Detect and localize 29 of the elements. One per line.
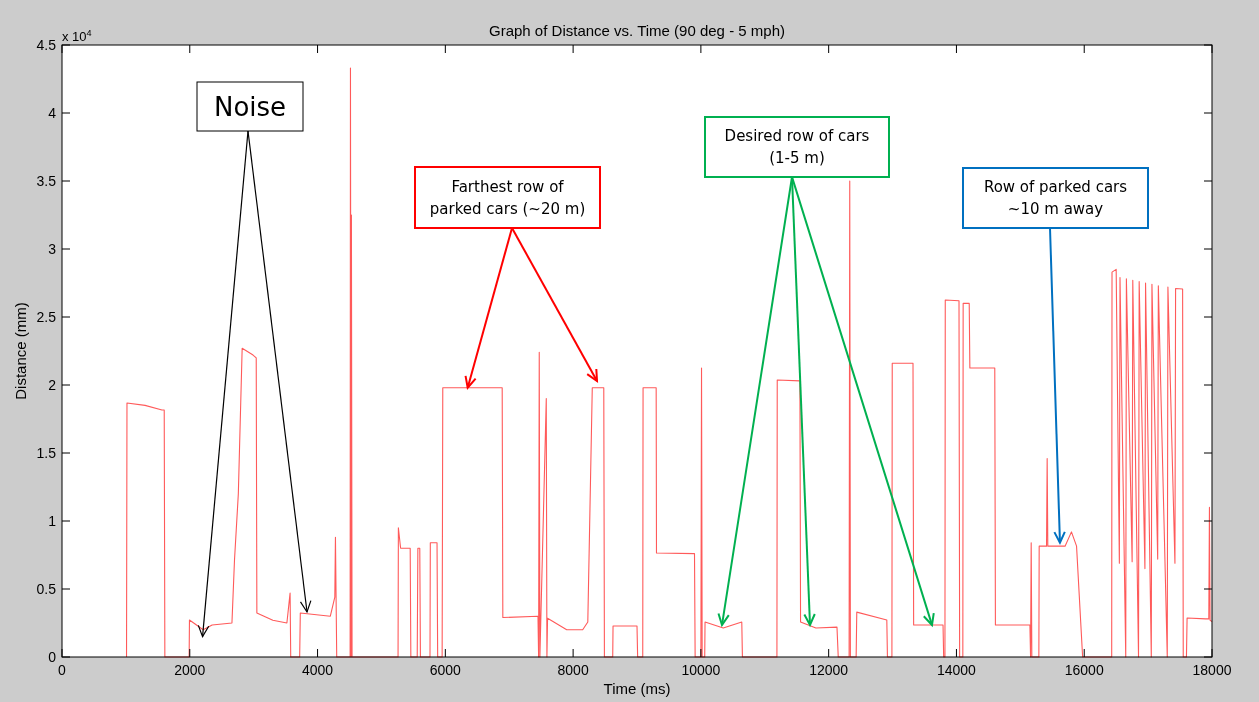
x-tick-label: 16000 <box>1064 662 1104 678</box>
y-tick-label: 2.5 <box>36 309 57 325</box>
x-tick-label: 10000 <box>681 662 721 678</box>
y-tick-label: 0 <box>48 649 57 665</box>
annotation: Row of parked cars ~10 m away <box>983 178 1128 219</box>
y-tick-label: 2 <box>48 377 57 393</box>
y-axis-title: Distance (mm) <box>12 302 29 400</box>
line-series <box>125 67 1213 658</box>
y-tick-label: 3.5 <box>36 173 57 189</box>
chart-title: Graph of Distance vs. Time (90 deg - 5 mph) <box>489 22 785 39</box>
y-tick-label: 1.5 <box>36 445 57 461</box>
x-tick-label: 18000 <box>1192 662 1232 678</box>
y-tick-label: 4 <box>48 105 57 121</box>
annotation: Desired row of cars (1-5 m) <box>724 127 870 168</box>
y-tick-label: 0.5 <box>36 581 57 597</box>
y-tick-label: 3 <box>48 241 57 257</box>
annotation: Farthest row of parked cars (~20 m) <box>429 177 586 218</box>
y-tick-label: 1 <box>48 513 57 529</box>
x-tick-label: 0 <box>58 662 67 678</box>
x-tick-label: 12000 <box>809 662 849 678</box>
text: x 10$^{4}$ <box>62 28 92 44</box>
x-tick-label: 8000 <box>557 662 589 678</box>
x-tick-label: 14000 <box>936 662 977 678</box>
x-axis-title: Time (ms) <box>603 680 671 697</box>
x-tick-label: 4000 <box>301 662 334 678</box>
annotation: Noise <box>213 91 287 122</box>
x-tick-label: 2000 <box>174 662 206 678</box>
x-tick-label: 6000 <box>429 662 462 678</box>
y-tick-label: 4.5 <box>36 37 57 53</box>
